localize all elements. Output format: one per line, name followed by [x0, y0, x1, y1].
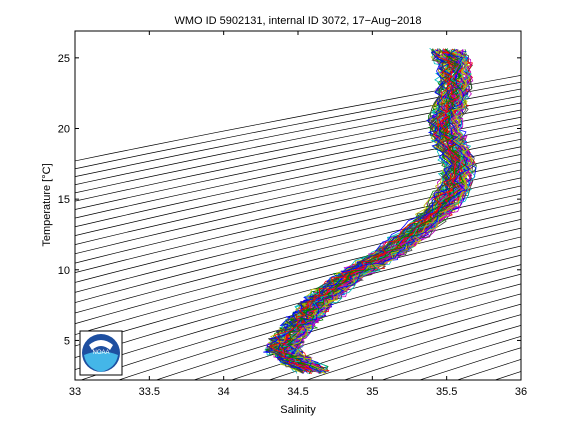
profile-line — [290, 51, 473, 372]
isopycnal-line — [381, 335, 521, 380]
isopycnal-line — [75, 169, 521, 274]
y-tick-label: 25 — [58, 53, 70, 65]
profile-line — [281, 52, 464, 370]
isopycnal-line — [75, 177, 521, 283]
y-tick-label: 15 — [58, 194, 70, 206]
profile-lines — [263, 47, 477, 375]
noaa-logo-bird — [89, 340, 113, 350]
x-tick-label: 35.5 — [436, 386, 457, 398]
isopycnal-line — [75, 146, 521, 246]
isopycnal-line — [75, 161, 521, 264]
profile-line — [263, 49, 453, 371]
x-axis-label: Salinity — [280, 404, 316, 416]
isopycnal-line — [305, 314, 521, 380]
isopycnal-line — [193, 283, 521, 380]
isopycnal-line — [80, 254, 521, 380]
isopycnal-line — [75, 193, 521, 303]
isopycnal-line — [117, 264, 521, 380]
profile-line — [267, 48, 455, 374]
y-tick-label: 5 — [64, 335, 70, 347]
isopycnal-line — [230, 293, 521, 380]
isopycnal-line — [75, 153, 521, 255]
x-axis: 33 33.5 34 34.5 35 35.5 36 — [69, 31, 527, 398]
isopycnal-line — [268, 303, 521, 380]
profile-line — [282, 49, 468, 372]
profile-line — [269, 53, 456, 374]
isopycnal-line — [75, 202, 521, 314]
y-tick-label: 20 — [58, 123, 70, 135]
profile-line — [267, 51, 452, 374]
isopycnal-line — [75, 236, 521, 359]
noaa-logo-text: NOAA — [92, 350, 109, 356]
x-tick-label: 33.5 — [139, 386, 160, 398]
noaa-logo: NOAA — [79, 330, 123, 376]
isopycnal-line — [75, 124, 521, 219]
y-axis: 5 10 15 20 25 — [58, 53, 521, 347]
noaa-logo-wave — [84, 351, 118, 372]
y-axis-label: Temperature [°C] — [41, 163, 53, 246]
chart-title: WMO ID 5902131, internal ID 3072, 17−Aug… — [174, 15, 421, 27]
profile-line — [287, 48, 470, 373]
x-tick-label: 34.5 — [287, 386, 308, 398]
isopycnal-line — [75, 138, 521, 236]
x-tick-label: 36 — [515, 386, 527, 398]
profile-line — [265, 49, 454, 374]
profile-line — [282, 49, 469, 372]
y-tick-label: 10 — [58, 265, 70, 277]
x-tick-label: 33 — [69, 386, 81, 398]
isopycnal-line — [343, 324, 521, 380]
x-tick-label: 35 — [366, 386, 378, 398]
profile-line — [283, 48, 467, 370]
x-tick-label: 34 — [218, 386, 230, 398]
isopycnal-line — [75, 131, 521, 228]
isopycnal-line — [75, 245, 521, 371]
isopycnal-line — [75, 116, 521, 210]
